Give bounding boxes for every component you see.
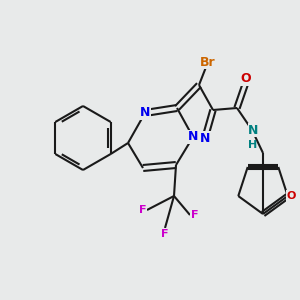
Text: N: N xyxy=(188,130,198,143)
Text: O: O xyxy=(286,191,296,201)
Text: H: H xyxy=(248,140,257,150)
Text: F: F xyxy=(191,210,198,220)
Text: N: N xyxy=(140,106,150,119)
Text: F: F xyxy=(161,229,169,239)
Text: O: O xyxy=(241,73,251,85)
Text: N: N xyxy=(200,131,210,145)
Text: Br: Br xyxy=(200,56,216,68)
Text: N: N xyxy=(248,124,259,136)
Text: F: F xyxy=(139,205,146,215)
